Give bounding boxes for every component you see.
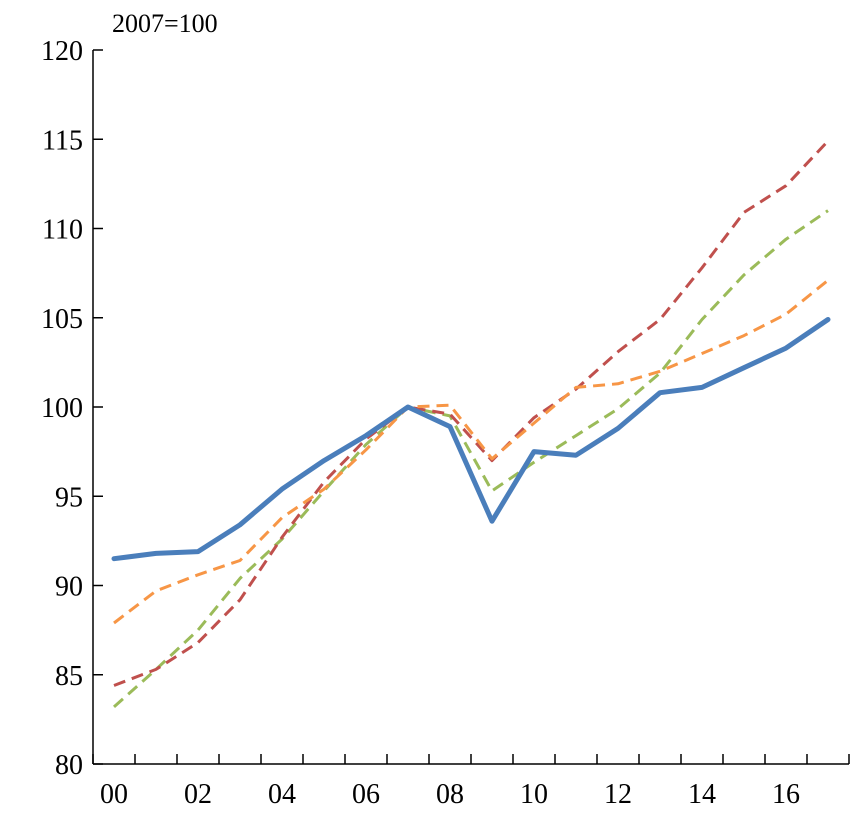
y-tick-label: 105: [41, 304, 83, 335]
x-tick-label: 06: [352, 779, 380, 810]
series-line-3: [113, 209, 829, 709]
y-tick-label: 115: [42, 125, 83, 156]
unit-label: 2007=100: [112, 9, 218, 38]
x-axis-ticks: 00 02 04 06 08 10 12 14 16: [92, 754, 850, 810]
x-tick-label: 02: [184, 779, 212, 810]
y-tick-label: 90: [55, 572, 83, 603]
x-tick-label: 10: [520, 779, 548, 810]
x-tick-label: 12: [604, 779, 632, 810]
y-tick-label: 100: [41, 393, 83, 424]
x-tick-label: 14: [688, 779, 716, 810]
x-tick-label: 08: [436, 779, 464, 810]
series-layer: [111, 139, 831, 709]
axes: [92, 50, 849, 765]
series-line-4: [113, 139, 830, 687]
y-tick-label: 110: [42, 215, 83, 246]
x-tick-label: 04: [268, 779, 296, 810]
x-tick-label: 00: [100, 779, 128, 810]
y-tick-label: 85: [55, 661, 83, 692]
y-tick-label: 95: [55, 482, 83, 513]
series-line-1: [111, 317, 831, 562]
x-tick-label: 16: [772, 779, 800, 810]
y-axis-ticks: 80 85 90 95 100 105 110 115 120: [41, 36, 103, 781]
y-tick-label: 120: [41, 36, 83, 67]
y-tick-label: 80: [55, 750, 83, 781]
series-line-2: [113, 279, 829, 625]
